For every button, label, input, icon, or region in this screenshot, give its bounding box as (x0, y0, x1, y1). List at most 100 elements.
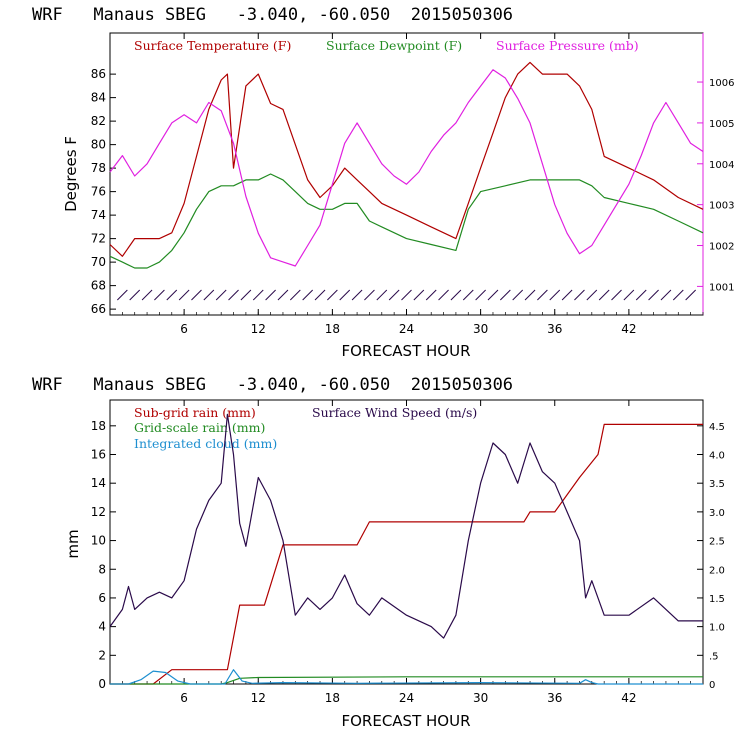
y-tick-label: 80 (91, 138, 106, 152)
y-tick-label: 86 (91, 67, 106, 81)
wind-barb (154, 289, 165, 301)
wind-barb (388, 289, 400, 301)
wind-barb (648, 289, 659, 301)
wind-barb (351, 289, 363, 301)
y2-tick-label: 2.5 (709, 537, 725, 548)
x-axis-label: FORECAST HOUR (341, 712, 470, 730)
y-tick-label: 16 (91, 448, 106, 462)
x-tick-label: 30 (473, 322, 488, 336)
y-tick-label: 2 (98, 648, 106, 662)
x-tick-label: 42 (621, 691, 636, 705)
wind-barb (339, 289, 351, 301)
y2-tick-label: 1.5 (709, 594, 725, 605)
y-tick-label: 68 (91, 279, 106, 293)
wind-barb (327, 289, 338, 301)
y2-tick-label: .5 (709, 651, 719, 662)
y-tick-label: 12 (91, 505, 106, 519)
legend: Sub-grid rain (mm) Surface Wind Speed (m… (134, 405, 477, 451)
wind-barb (129, 289, 141, 301)
series-surface-wind-speed-m-s (109, 413, 703, 639)
x-tick-label: 6 (180, 322, 188, 336)
y2-tick-label: 4.5 (709, 422, 725, 433)
wind-barb (215, 289, 227, 301)
series-integrated-cloud-mm (110, 669, 703, 685)
wind-barb (240, 289, 252, 301)
wind-barb (413, 289, 425, 301)
x-tick-label: 18 (325, 691, 340, 705)
legend: Surface Temperature (F) Surface Dewpoint… (134, 38, 639, 53)
y-tick-label: 18 (91, 419, 106, 433)
wind-barb (524, 289, 536, 301)
y-tick-label: 0 (98, 677, 106, 691)
x-tick-label: 24 (399, 322, 414, 336)
wind-barb (561, 289, 573, 301)
wind-barb (228, 289, 239, 301)
x-tick-label: 12 (251, 322, 266, 336)
x-tick-label: 24 (399, 691, 414, 705)
x-tick-label: 18 (325, 322, 340, 336)
legend-integrated-cloud: Integrated cloud (mm) (134, 436, 277, 451)
wind-barb (166, 289, 178, 301)
y-tick-label: 76 (91, 185, 106, 199)
y-tick-label: 14 (91, 476, 106, 490)
wind-barb (623, 289, 635, 301)
y-tick-label: 78 (91, 161, 106, 175)
plot-frame (109, 32, 704, 316)
panel-title: WRF Manaus SBEG -3.040, -60.050 20150503… (32, 5, 513, 25)
y2-tick-label: 1002 (709, 242, 734, 253)
panel-title: WRF Manaus SBEG -3.040, -60.050 20150503… (32, 375, 513, 395)
y-tick-label: 84 (91, 91, 106, 105)
wind-barb (425, 289, 437, 301)
y-axis-ticks: 66 68 70 72 74 76 78 80 82 84 86 (91, 67, 116, 316)
y-tick-label: 66 (91, 302, 106, 316)
y-tick-label: 8 (98, 562, 106, 576)
wind-barb (302, 289, 314, 301)
wind-barb (178, 289, 190, 301)
series-layer (109, 413, 703, 685)
wind-barb (672, 289, 684, 301)
wind-barb (289, 289, 301, 301)
wind-barb (685, 289, 696, 301)
y2-tick-label: 1004 (709, 160, 734, 171)
wind-barb (462, 289, 474, 301)
y2-tick-label: 3.0 (709, 508, 725, 519)
y2-tick-label: 1005 (709, 119, 734, 130)
series-layer (109, 61, 704, 301)
temperature-panel: WRF Manaus SBEG -3.040, -60.050 20150503… (32, 5, 734, 360)
wind-barbs (117, 289, 696, 301)
y2-tick-label: 0 (709, 680, 715, 691)
y2-tick-label: 4.0 (709, 451, 725, 462)
y-tick-label: 74 (91, 208, 106, 222)
y2-axis-ticks: 0 .5 1.0 1.5 2.0 2.5 3.0 3.5 4.0 4.5 (697, 422, 725, 691)
wind-barb (499, 289, 511, 301)
legend-dewpoint: Surface Dewpoint (F) (326, 38, 462, 53)
y-tick-label: 82 (91, 114, 106, 128)
wind-barb (438, 289, 449, 301)
series-surface-pressure-mb (109, 69, 704, 267)
y2-tick-label: 1003 (709, 201, 734, 212)
y2-axis-ticks: 1001 1002 1003 1004 1005 1006 (697, 78, 734, 293)
y2-tick-label: 1001 (709, 282, 734, 293)
wind-barb (537, 289, 548, 301)
legend-gridscale-rain: Grid-scale rain (mm) (134, 420, 265, 435)
wind-barb (660, 289, 672, 301)
x-tick-label: 6 (180, 691, 188, 705)
legend-pressure: Surface Pressure (mb) (496, 38, 639, 53)
wind-barb (549, 289, 561, 301)
y-axis-label: mm (64, 529, 82, 558)
y-tick-label: 4 (98, 620, 106, 634)
legend-wind-speed: Surface Wind Speed (m/s) (312, 405, 477, 420)
y-tick-label: 72 (91, 232, 106, 246)
wind-barb (475, 289, 486, 301)
wind-barb (598, 289, 610, 301)
x-axis-ticks: 6 12 18 24 30 36 42 (109, 33, 704, 336)
wind-barb (512, 289, 524, 301)
wind-barb (141, 289, 153, 301)
x-tick-label: 36 (547, 691, 562, 705)
wind-barb (611, 289, 622, 301)
series-surface-temperature-f (109, 61, 704, 257)
series-surface-dewpoint-f (109, 173, 704, 269)
wind-barb (401, 289, 412, 301)
wind-barb (265, 289, 276, 301)
